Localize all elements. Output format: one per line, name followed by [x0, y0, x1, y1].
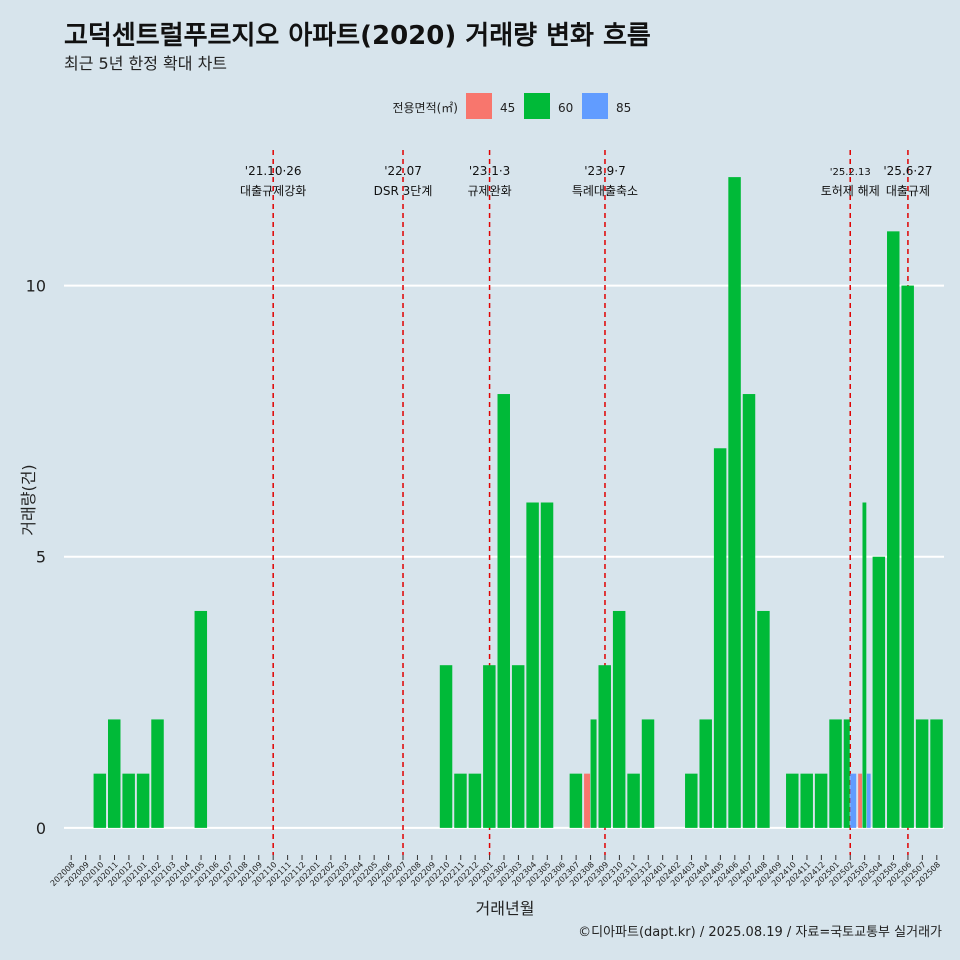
bar-202211-60	[454, 773, 467, 828]
bar-202412-60	[814, 773, 828, 828]
bar-202405-60	[713, 448, 727, 828]
bar-202312-60	[641, 719, 655, 828]
bar-202105-60	[194, 610, 208, 828]
event-label: 토허제 해제	[821, 184, 880, 198]
caption: ©디아파트(dapt.kr) / 2025.08.19 / 자료=국토교통부 실…	[578, 925, 942, 940]
bar-202505-60	[887, 231, 900, 828]
legend-key-85	[582, 93, 608, 119]
legend-key-60	[524, 93, 550, 119]
y-tick-label: 10	[26, 277, 46, 296]
event-label: 규제완화	[467, 184, 511, 198]
bar-202011-60	[108, 719, 121, 828]
event-lines: '21.10·26 대출규제강화 '22.07 DSR 3단계 '23.1·3 규제완화 '…	[240, 150, 932, 855]
bar-202210-60	[439, 665, 453, 828]
y-axis: 0 5 10	[26, 277, 46, 838]
legend-title: 전용면적(㎡)	[392, 101, 458, 115]
bar-202012-60	[122, 773, 135, 828]
bar-202212-60	[468, 773, 482, 828]
y-axis-title: 거래량(건)	[19, 464, 38, 535]
event-date: '21.10·26	[245, 164, 302, 178]
bar-202502-85	[850, 773, 857, 828]
bar-202307-60	[569, 773, 583, 828]
chart-title: 고덕센트럴푸르지오 아파트(2020) 거래량 변화 흐름	[64, 21, 651, 51]
x-axis-title: 거래년월	[476, 899, 535, 918]
bar-202101-60	[136, 773, 150, 828]
bar-202305-60	[540, 502, 554, 828]
bar-202302-60	[497, 394, 510, 828]
bar-202304-60	[526, 502, 539, 828]
bars	[93, 177, 943, 828]
bar-202010-60	[93, 773, 107, 828]
chart-subtitle: 최근 5년 한정 확대 차트	[64, 54, 227, 73]
bar-202502-60	[843, 719, 850, 828]
event-date: '23.9·7	[584, 164, 625, 178]
bar-202301-60	[483, 665, 496, 828]
bar-202504-60	[872, 556, 886, 828]
event-label: DSR 3단계	[374, 184, 433, 198]
y-tick-label: 0	[36, 819, 46, 838]
bar-202503-45	[858, 773, 862, 828]
bar-202404-60	[699, 719, 712, 828]
bar-202303-60	[511, 665, 525, 828]
bar-202508-60	[930, 719, 943, 828]
bar-202407-60	[742, 394, 756, 828]
y-tick-label: 5	[36, 548, 46, 567]
event-label: 대출규제	[886, 184, 930, 198]
event-date: '25.6·27	[883, 164, 932, 178]
bar-202503-85	[866, 773, 871, 828]
bar-202308-60	[590, 719, 597, 828]
bar-202506-60	[901, 285, 914, 828]
event-label: 대출규제강화	[240, 184, 306, 198]
event-date: '23.1·3	[469, 164, 510, 178]
bar-202503-60	[862, 502, 867, 828]
bar-202311-60	[627, 773, 640, 828]
bar-202403-60	[685, 773, 698, 828]
event-date: '22.07	[384, 164, 422, 178]
bar-202102-60	[151, 719, 164, 828]
legend-label-45: 45	[500, 101, 515, 115]
bar-202406-60	[728, 177, 741, 828]
legend-key-45	[466, 93, 492, 119]
event-date: '25.2.13	[830, 167, 871, 178]
bar-202408-60	[757, 610, 770, 828]
legend: 전용면적(㎡) 45 60 85	[392, 93, 631, 119]
bar-202411-60	[800, 773, 813, 828]
bar-202309-60	[598, 665, 611, 828]
bar-202310-60	[612, 610, 626, 828]
event-label: 특례대출축소	[572, 184, 638, 198]
bar-202308-45	[584, 773, 591, 828]
bar-202501-60	[829, 719, 842, 828]
bar-202410-60	[786, 773, 799, 828]
legend-label-60: 60	[558, 101, 573, 115]
legend-label-85: 85	[616, 101, 631, 115]
x-axis: 2020082020092020102020112020122021012021…	[49, 855, 942, 888]
bar-202507-60	[915, 719, 929, 828]
